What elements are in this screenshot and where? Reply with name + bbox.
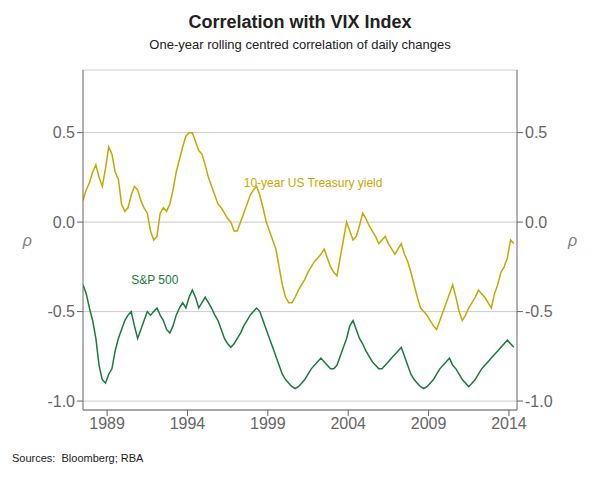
svg-text:2009: 2009: [411, 415, 447, 432]
svg-text:S&P 500: S&P 500: [131, 273, 178, 287]
svg-text:0.0: 0.0: [53, 214, 75, 231]
svg-text:1989: 1989: [89, 415, 125, 432]
svg-text:0.0: 0.0: [525, 214, 547, 231]
svg-text:0.5: 0.5: [525, 124, 547, 141]
svg-text:-1.0: -1.0: [525, 393, 553, 410]
svg-text:-1.0: -1.0: [47, 393, 75, 410]
html-text:Sources: Bloomberg; RBA: Sources: Bloomberg; RBA: [12, 452, 144, 464]
html-text:Correlation with VIX Index: Correlation with VIX Index: [188, 12, 412, 32]
svg-text:2004: 2004: [330, 415, 366, 432]
html-text:One-year rolling centred corre: One-year rolling centred correlation of …: [149, 37, 451, 52]
svg-text:ρ: ρ: [567, 232, 577, 249]
svg-text:-0.5: -0.5: [525, 303, 553, 320]
svg-text:1994: 1994: [170, 415, 206, 432]
svg-text:0.5: 0.5: [53, 124, 75, 141]
svg-text:1999: 1999: [250, 415, 286, 432]
svg-text:2014: 2014: [491, 415, 527, 432]
svg-text:-0.5: -0.5: [47, 303, 75, 320]
svg-text:10-year US Treasury yield: 10-year US Treasury yield: [244, 176, 383, 190]
svg-text:ρ: ρ: [22, 232, 32, 249]
